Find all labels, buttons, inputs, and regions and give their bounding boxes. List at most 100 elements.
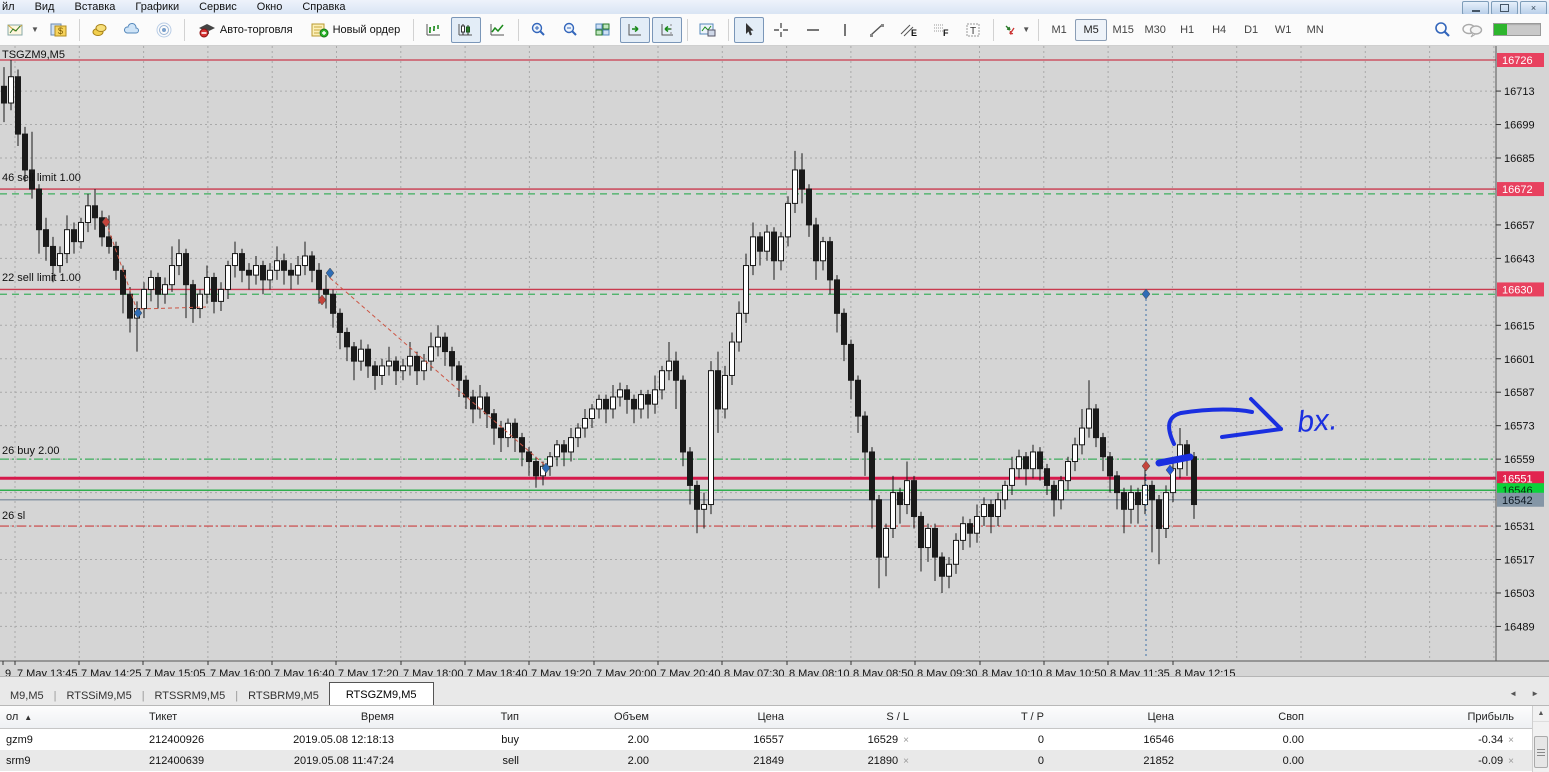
candle-body (995, 499, 1001, 517)
time-tick-label: 8 May 09:30 (917, 668, 978, 676)
timeframe-h4[interactable]: H4 (1212, 23, 1227, 36)
chart-tab-m9m5[interactable]: M9,M5 (10, 690, 44, 702)
close-position-icon[interactable]: × (1508, 734, 1514, 746)
column-header-4[interactable]: Объем (613, 711, 649, 723)
menu-item-5[interactable]: Окно (256, 1, 283, 13)
cursor-button[interactable] (734, 16, 765, 43)
diamond-marker[interactable] (1141, 460, 1151, 472)
arrows-menu-button[interactable]: ▼ (999, 17, 1033, 43)
crosshair-button[interactable] (766, 17, 796, 43)
chart-tab-rtsgzm9m5[interactable]: RTSGZM9,M5 (328, 682, 434, 706)
candle-body (92, 205, 98, 219)
auto-trading-button[interactable]: Авто-торговля (190, 17, 301, 43)
cell-sl: 16529 × (867, 733, 909, 746)
close-position-icon[interactable]: × (903, 734, 909, 746)
column-header-6[interactable]: S / L (886, 711, 909, 723)
chart-tab-rtssrm9m5[interactable]: RTSSRM9,M5 (154, 690, 226, 702)
restore-button[interactable] (1491, 1, 1518, 15)
fibonacci-button[interactable]: F (926, 17, 956, 43)
auto-scroll-button[interactable] (620, 16, 651, 43)
menu-item-3[interactable]: Графики (135, 1, 180, 13)
data-window-button[interactable] (117, 17, 147, 43)
timeframe-w1[interactable]: W1 (1274, 23, 1292, 36)
horizontal-line-button[interactable] (798, 17, 828, 43)
chart-area[interactable]: 46 sell limit 1.00 22 sell limit 1.00 26 b… (0, 46, 1549, 680)
zoom-out-button[interactable] (556, 17, 586, 43)
minimize-button[interactable] (1462, 1, 1489, 15)
table-row[interactable]: gzm9 212400926 2019.05.08 12:18:13 buy 2.00 1… (0, 729, 1549, 750)
templates-button[interactable] (693, 17, 723, 43)
equidistant-channel-button[interactable]: E (894, 17, 924, 43)
profiles-button[interactable]: $ (44, 17, 74, 43)
candle-body (785, 202, 791, 238)
text-label-button[interactable]: T (958, 17, 988, 43)
bar-chart-mode-button[interactable] (419, 17, 449, 43)
chart-shift-button[interactable] (652, 16, 683, 43)
new-chart-button[interactable]: ▼ (4, 17, 42, 43)
zoom-in-button[interactable] (524, 17, 554, 43)
diamond-marker[interactable] (1165, 464, 1175, 476)
price-tick-label: 16657 (1504, 220, 1535, 232)
menu-item-6[interactable]: Справка (302, 1, 346, 13)
diamond-marker[interactable] (325, 267, 335, 279)
menu-item-4[interactable]: Сервис (199, 1, 237, 13)
column-header-9[interactable]: Своп (1278, 711, 1304, 723)
menu-item-1[interactable]: Вид (34, 1, 55, 13)
timeframe-m5[interactable]: M5 (1075, 18, 1108, 41)
timeframe-m30[interactable]: M30 (1144, 23, 1166, 36)
tab-scroll-left-icon[interactable]: ◄ (1509, 689, 1518, 698)
menu-item-2[interactable]: Вставка (74, 1, 116, 13)
cell-цена: 16546 (1143, 733, 1174, 746)
menu-items: йл Вид Вставка Графики Сервис Окно Справка (0, 0, 356, 14)
tile-windows-button[interactable] (588, 17, 618, 43)
dashed-trendline[interactable] (105, 221, 139, 314)
timeframe-h1[interactable]: H1 (1180, 23, 1195, 36)
chart-tab-rtssim9m5[interactable]: RTSSiM9,M5 (66, 690, 132, 702)
cursor-icon (746, 22, 754, 35)
diamond-marker[interactable] (101, 216, 111, 228)
column-header-10[interactable]: Прибыль (1467, 711, 1514, 723)
column-header-2[interactable]: Время (360, 711, 394, 723)
timeframe-m1[interactable]: M1 (1051, 23, 1067, 36)
dashed-trendline[interactable] (329, 277, 547, 467)
arrow-shapes-icon (1005, 25, 1015, 35)
vertical-line-button[interactable] (830, 17, 860, 43)
svg-text:F: F (943, 28, 949, 38)
diamond-marker[interactable] (317, 294, 327, 306)
price-tick-label: 16531 (1504, 521, 1535, 533)
close-button[interactable]: × (1520, 1, 1547, 15)
cell-tp: 0 (1037, 754, 1044, 767)
column-header-0[interactable]: ол ▲ (6, 711, 33, 723)
navigator-button[interactable] (149, 17, 179, 43)
scrollbar-thumb[interactable] (1534, 736, 1548, 768)
tab-scroll-right-icon[interactable]: ► (1531, 689, 1539, 698)
diamond-marker[interactable] (1141, 288, 1151, 300)
menu-item-0[interactable]: йл (2, 1, 15, 13)
close-position-icon[interactable]: × (903, 755, 909, 767)
column-header-1[interactable]: Тикет (149, 711, 178, 723)
column-header-3[interactable]: Тип (500, 711, 519, 723)
market-watch-button[interactable] (85, 17, 115, 43)
timeframe-m15[interactable]: M15 (1112, 23, 1134, 36)
table-scrollbar[interactable]: ▲ (1532, 706, 1549, 772)
candlestick-mode-button[interactable] (451, 16, 482, 43)
search-icon[interactable] (1433, 21, 1451, 39)
candle-body (575, 427, 581, 439)
scroll-up-icon[interactable]: ▲ (1533, 706, 1549, 722)
chart-tab-rtsbrm9m5[interactable]: RTSBRM9,M5 (248, 690, 319, 702)
column-header-8[interactable]: Цена (1147, 711, 1174, 723)
diamond-marker[interactable] (541, 462, 551, 474)
chat-icon[interactable] (1461, 22, 1483, 38)
candlestick-chart[interactable]: 46 sell limit 1.00 22 sell limit 1.00 26 b… (0, 46, 1549, 680)
diamond-marker[interactable] (133, 307, 143, 319)
timeframe-d1[interactable]: D1 (1244, 23, 1259, 36)
trendline-button[interactable] (862, 17, 892, 43)
line-chart-mode-button[interactable] (483, 17, 513, 43)
chart-shift-icon (661, 23, 674, 35)
close-position-icon[interactable]: × (1508, 755, 1514, 767)
column-header-7[interactable]: T / P (1020, 711, 1044, 723)
column-header-5[interactable]: Цена (757, 711, 784, 723)
table-row[interactable]: srm9 212400639 2019.05.08 11:47:24 sell 2.00… (0, 750, 1549, 771)
timeframe-mn[interactable]: MN (1306, 23, 1324, 36)
new-order-button[interactable]: Новый ордер (303, 17, 409, 43)
